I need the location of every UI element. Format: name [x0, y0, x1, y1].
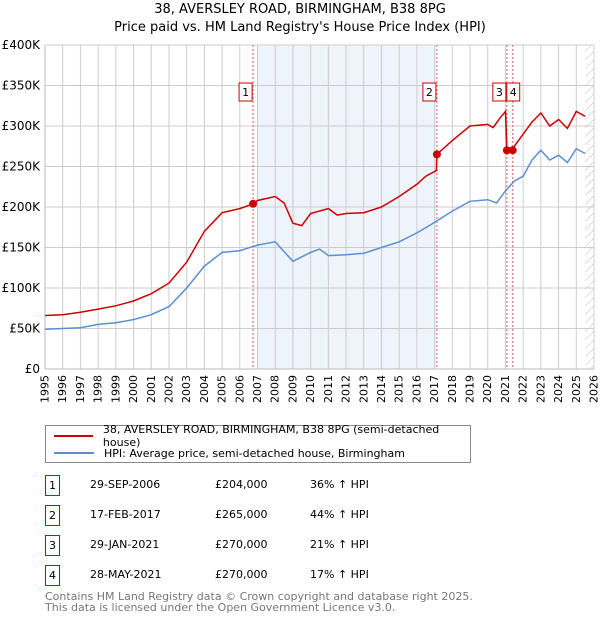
y-tick-label: £350K: [2, 79, 42, 93]
x-tick-label: 2018: [446, 375, 459, 403]
x-tick-label: 2005: [216, 375, 229, 403]
transaction-number: 4: [45, 565, 60, 586]
transaction-row: 4 28-MAY-2021 £270,000 17% ↑ HPI: [45, 565, 465, 587]
transaction-price: £270,000: [215, 568, 268, 581]
transaction-date: 29-SEP-2006: [90, 478, 161, 491]
x-tick-label: 2014: [375, 375, 388, 403]
x-tick-label: 2025: [570, 375, 583, 403]
x-tick-label: 1999: [109, 375, 122, 403]
legend-item-hpi: HPI: Average price, semi-detached house,…: [54, 445, 405, 461]
x-tick-label: 2016: [410, 375, 423, 403]
x-tick-label: 2017: [428, 375, 441, 403]
x-tick-label: 2008: [269, 375, 282, 403]
sale-point: [508, 146, 517, 155]
x-tick-label: 2007: [251, 375, 264, 403]
x-tick-label: 2010: [304, 375, 317, 403]
legend-swatch-blue: [54, 452, 94, 454]
transaction-date: 17-FEB-2017: [90, 508, 161, 521]
transaction-row: 3 29-JAN-2021 £270,000 21% ↑ HPI: [45, 535, 465, 557]
property-price-line: [44, 109, 586, 317]
transaction-number: 2: [45, 505, 60, 526]
x-tick-label: 2004: [198, 375, 211, 403]
x-tick-label: 2002: [162, 375, 175, 403]
transaction-price: £265,000: [215, 508, 268, 521]
sale-label: 3: [492, 82, 507, 102]
chart-subtitle: Price paid vs. HM Land Registry's House …: [114, 20, 486, 35]
hpi-line: [44, 147, 586, 331]
price-chart: 1995 1996 1997 1998 1999 2000 2001 2002 2003 2004…: [2, 38, 600, 403]
transaction-row: 2 17-FEB-2017 £265,000 44% ↑ HPI: [45, 505, 465, 527]
x-tick-label: 2026: [588, 375, 600, 403]
x-tick-label: 1996: [56, 375, 69, 403]
sale-label-box: [492, 82, 507, 102]
x-tick-label: 1998: [92, 375, 105, 403]
x-tick-label: 2012: [340, 375, 353, 403]
legend-label: HPI: Average price, semi-detached house,…: [104, 446, 405, 460]
y-tick-label: £200K: [2, 200, 42, 214]
x-tick-label: 2023: [534, 375, 547, 403]
x-tick-label: 2006: [233, 375, 246, 403]
x-tick-label: 2020: [481, 375, 494, 403]
footer-line-1: Contains HM Land Registry data © Crown c…: [45, 590, 473, 603]
x-tick-label: 1997: [74, 375, 87, 403]
transaction-date: 29-JAN-2021: [90, 538, 160, 551]
y-tick-label: £50K: [9, 322, 41, 336]
sale-label-number: 2: [426, 86, 433, 99]
transaction-price: £204,000: [215, 478, 268, 491]
chart-title: 38, AVERSLEY ROAD, BIRMINGHAM, B38 8PG: [154, 2, 446, 17]
sale-label-number: 1: [242, 86, 249, 99]
y-tick-label: £400K: [2, 38, 42, 52]
transaction-hpi-diff: 36% ↑ HPI: [310, 478, 369, 491]
x-tick-label: 2019: [464, 375, 477, 403]
sale-label-number: 4: [510, 86, 517, 99]
transaction-number: 3: [45, 535, 60, 556]
sale-label-box: [422, 82, 437, 102]
x-tick-label: 2011: [322, 375, 335, 403]
footer: Contains HM Land Registry data © Crown c…: [45, 591, 473, 613]
footer-line-2: This data is licensed under the Open Gov…: [45, 601, 396, 614]
transaction-number: 1: [45, 475, 60, 496]
legend: 38, AVERSLEY ROAD, BIRMINGHAM, B38 8PG (…: [45, 423, 471, 463]
legend-swatch-red: [54, 435, 93, 437]
sale-label: 2: [422, 82, 437, 102]
transaction-hpi-diff: 21% ↑ HPI: [310, 538, 369, 551]
transaction-price: £270,000: [215, 538, 268, 551]
sale-label: 1: [238, 82, 253, 102]
x-tick-label: 2001: [145, 375, 158, 403]
legend-item-property: 38, AVERSLEY ROAD, BIRMINGHAM, B38 8PG (…: [54, 423, 470, 449]
transaction-date: 28-MAY-2021: [90, 568, 162, 581]
x-tick-label: 2024: [552, 375, 565, 403]
sale-label: 4: [506, 82, 521, 102]
sale-label-number: 3: [496, 86, 503, 99]
x-tick-label: 2021: [499, 375, 512, 403]
sale-point: [432, 150, 441, 159]
y-tick-label: £150K: [2, 241, 42, 255]
x-tick-label: 2013: [357, 375, 370, 403]
y-tick-label: £100K: [2, 281, 42, 295]
sale-label-box: [506, 82, 521, 102]
y-tick-label: £0: [25, 362, 40, 376]
legend-label: 38, AVERSLEY ROAD, BIRMINGHAM, B38 8PG (…: [102, 423, 440, 449]
sale-point: [249, 199, 258, 208]
x-tick-label: 1995: [39, 375, 52, 403]
y-tick-label: £250K: [2, 160, 42, 174]
sale-point: [502, 146, 511, 155]
x-tick-label: 2022: [517, 375, 530, 403]
x-tick-label: 2015: [393, 375, 406, 403]
sale-label-box: [238, 82, 253, 102]
x-tick-label: 2000: [127, 375, 140, 403]
x-tick-label: 2009: [286, 375, 299, 403]
transaction-row: 1 29-SEP-2006 £204,000 36% ↑ HPI: [45, 475, 465, 497]
y-tick-label: £300K: [2, 119, 42, 133]
transaction-hpi-diff: 17% ↑ HPI: [310, 568, 369, 581]
transaction-hpi-diff: 44% ↑ HPI: [310, 508, 369, 521]
x-tick-label: 2003: [180, 375, 193, 403]
